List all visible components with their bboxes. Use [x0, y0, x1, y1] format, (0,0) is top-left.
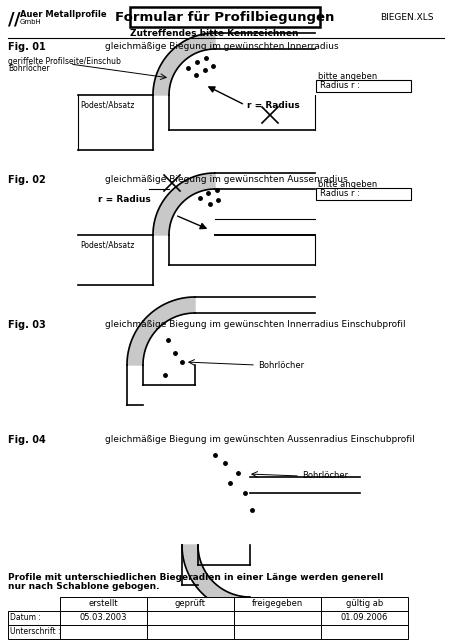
FancyBboxPatch shape [8, 625, 60, 639]
Polygon shape [127, 297, 194, 365]
Text: nur nach Schablone gebogen.: nur nach Schablone gebogen. [8, 582, 159, 591]
FancyBboxPatch shape [320, 611, 407, 625]
Text: geriffelte Profilseite/Einschub: geriffelte Profilseite/Einschub [8, 57, 120, 66]
Text: r = Radius: r = Radius [246, 100, 299, 109]
Text: Fig. 01: Fig. 01 [8, 42, 46, 52]
Text: 01.09.2006: 01.09.2006 [340, 614, 387, 623]
Text: /: / [8, 10, 14, 28]
FancyBboxPatch shape [60, 611, 147, 625]
Text: Formular für Profilbiegungen: Formular für Profilbiegungen [115, 10, 334, 24]
Text: Bohrlöcher: Bohrlöcher [8, 64, 50, 73]
Text: r = Radius: r = Radius [98, 195, 151, 205]
FancyBboxPatch shape [315, 80, 410, 92]
Text: Zutreffendes bitte Kennzeichnen: Zutreffendes bitte Kennzeichnen [130, 29, 298, 38]
FancyBboxPatch shape [60, 597, 147, 611]
Polygon shape [152, 33, 215, 95]
Text: Fig. 02: Fig. 02 [8, 175, 46, 185]
FancyBboxPatch shape [130, 7, 319, 27]
FancyBboxPatch shape [8, 611, 60, 625]
Text: Fig. 04: Fig. 04 [8, 435, 46, 445]
Text: gleichmäßige Biegung im gewünschten Innerradius: gleichmäßige Biegung im gewünschten Inne… [105, 42, 338, 51]
Polygon shape [182, 545, 249, 613]
FancyBboxPatch shape [234, 625, 320, 639]
Text: 05.03.2003: 05.03.2003 [79, 614, 127, 623]
Text: gültig ab: gültig ab [345, 600, 382, 609]
FancyBboxPatch shape [234, 611, 320, 625]
Text: Radius r :: Radius r : [319, 189, 359, 198]
Text: gleichmäßige Biegung im gewünschten Aussenradius: gleichmäßige Biegung im gewünschten Auss… [105, 175, 347, 184]
FancyBboxPatch shape [147, 597, 234, 611]
Text: Auer Metallprofile: Auer Metallprofile [20, 10, 106, 19]
Text: gleichmäßige Biegung im gewünschten Innerradius Einschubprofil: gleichmäßige Biegung im gewünschten Inne… [105, 320, 405, 329]
Text: Unterschrift :: Unterschrift : [10, 627, 60, 637]
Text: freigegeben: freigegeben [251, 600, 303, 609]
FancyBboxPatch shape [147, 625, 234, 639]
Text: bitte angeben: bitte angeben [318, 72, 377, 81]
FancyBboxPatch shape [320, 597, 407, 611]
FancyBboxPatch shape [234, 597, 320, 611]
FancyBboxPatch shape [60, 625, 147, 639]
Text: bitte angeben: bitte angeben [318, 180, 377, 189]
Text: Radius r :: Radius r : [319, 81, 359, 90]
FancyBboxPatch shape [320, 625, 407, 639]
Text: /: / [14, 10, 21, 28]
Text: Datum :: Datum : [10, 614, 41, 623]
Text: Podest/Absatz: Podest/Absatz [80, 100, 134, 109]
Text: Profile mit unterschiedlichen Biegeradien in einer Länge werden generell: Profile mit unterschiedlichen Biegeradie… [8, 573, 382, 582]
Text: Podest/Absatz: Podest/Absatz [80, 240, 134, 249]
Text: Bohrlöcher: Bohrlöcher [301, 472, 347, 481]
Text: gleichmäßige Biegung im gewünschten Aussenradius Einschubprofil: gleichmäßige Biegung im gewünschten Auss… [105, 435, 414, 444]
FancyBboxPatch shape [147, 611, 234, 625]
FancyBboxPatch shape [315, 188, 410, 200]
Text: Fig. 03: Fig. 03 [8, 320, 46, 330]
Polygon shape [152, 173, 215, 235]
Text: erstellt: erstellt [88, 600, 118, 609]
Text: geprüft: geprüft [175, 600, 206, 609]
Text: BIEGEN.XLS: BIEGEN.XLS [379, 13, 433, 22]
Text: GmbH: GmbH [20, 19, 41, 25]
Text: Bohrlöcher: Bohrlöcher [258, 360, 304, 369]
